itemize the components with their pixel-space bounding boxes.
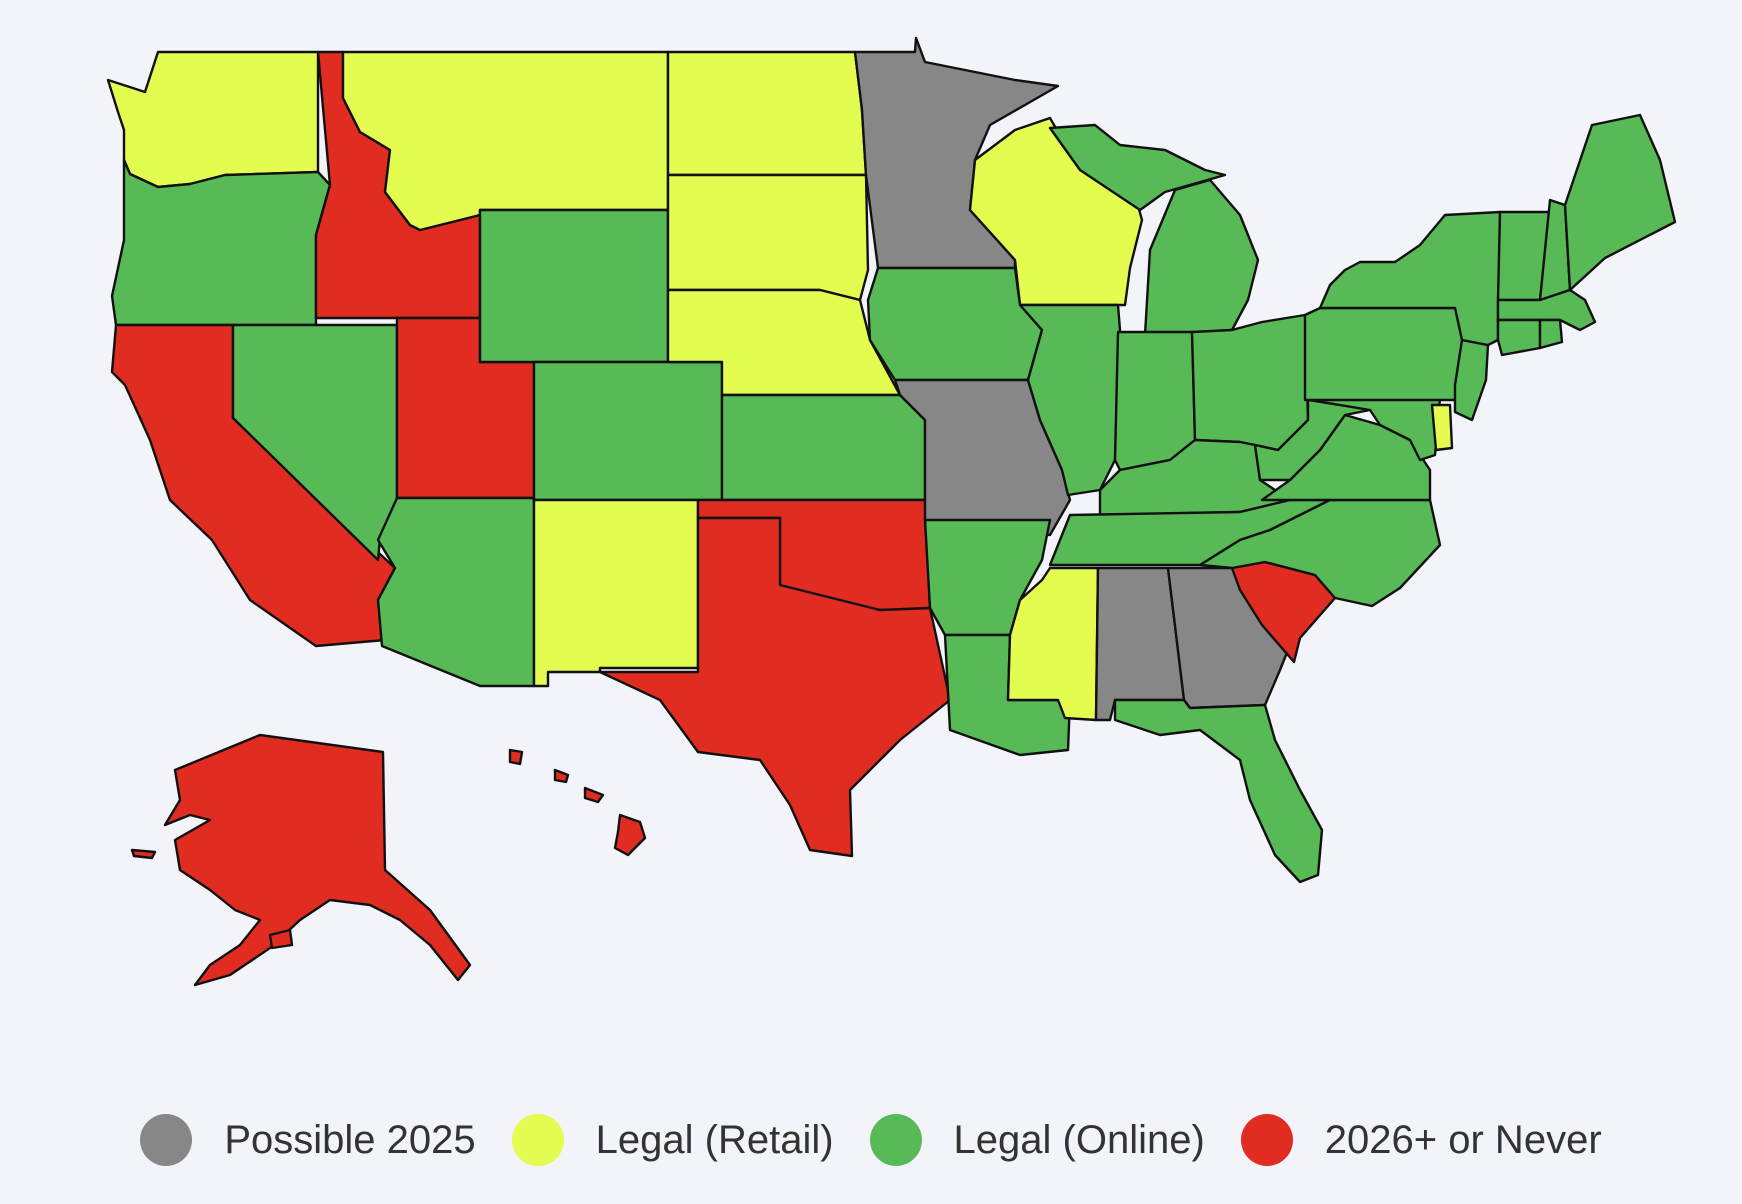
state-ia[interactable] xyxy=(866,266,1044,382)
legend-dot-never xyxy=(1240,1114,1293,1166)
legend-label-legal-retail: Legal (Retail) xyxy=(595,1117,834,1162)
state-nj[interactable] xyxy=(1453,338,1490,422)
legend-dot-legal-retail xyxy=(511,1114,564,1166)
legend-item-legal-online: Legal (Online) xyxy=(869,1114,1205,1166)
state-oh[interactable] xyxy=(1190,313,1310,452)
legend-item-possible-2025: Possible 2025 xyxy=(140,1114,476,1166)
state-ak[interactable] xyxy=(163,733,472,987)
legend-label-possible-2025: Possible 2025 xyxy=(224,1117,476,1162)
us-map xyxy=(106,36,1677,987)
state-fl[interactable] xyxy=(1113,698,1324,884)
state-pa[interactable] xyxy=(1303,306,1470,402)
state-me[interactable] xyxy=(1563,113,1677,292)
state-ri[interactable] xyxy=(1538,318,1564,350)
state-il[interactable] xyxy=(1018,303,1122,497)
state-hi-isle-3[interactable] xyxy=(583,786,605,804)
state-nm[interactable] xyxy=(532,498,700,688)
us-map-svg xyxy=(106,36,1677,987)
legend-item-legal-retail: Legal (Retail) xyxy=(511,1114,834,1166)
state-mi[interactable] xyxy=(1048,123,1260,337)
state-ct[interactable] xyxy=(1496,318,1542,357)
legend-dot-possible-2025 xyxy=(140,1114,193,1166)
state-hi-isle-2[interactable] xyxy=(553,768,570,784)
state-az[interactable] xyxy=(376,496,536,688)
state-tx[interactable] xyxy=(598,516,952,858)
state-hi[interactable] xyxy=(613,813,647,857)
legend: Possible 2025 Legal (Retail) Legal (Onli… xyxy=(0,1100,1742,1180)
state-hi-isle[interactable] xyxy=(508,748,524,766)
state-ks[interactable] xyxy=(720,393,927,502)
state-ak-isle-2[interactable] xyxy=(268,928,294,950)
state-ak-isle[interactable] xyxy=(130,848,157,860)
state-de[interactable] xyxy=(1430,403,1454,452)
legend-label-legal-online: Legal (Online) xyxy=(953,1117,1205,1162)
legend-dot-legal-online xyxy=(869,1114,922,1166)
state-wy[interactable] xyxy=(478,208,670,364)
state-nd[interactable] xyxy=(666,50,868,177)
state-co[interactable] xyxy=(532,360,724,502)
legend-item-never: 2026+ or Never xyxy=(1240,1114,1602,1166)
state-sd[interactable] xyxy=(666,173,870,302)
state-or[interactable] xyxy=(110,158,332,327)
legend-label-never: 2026+ or Never xyxy=(1324,1117,1602,1162)
state-wa[interactable] xyxy=(106,50,320,189)
